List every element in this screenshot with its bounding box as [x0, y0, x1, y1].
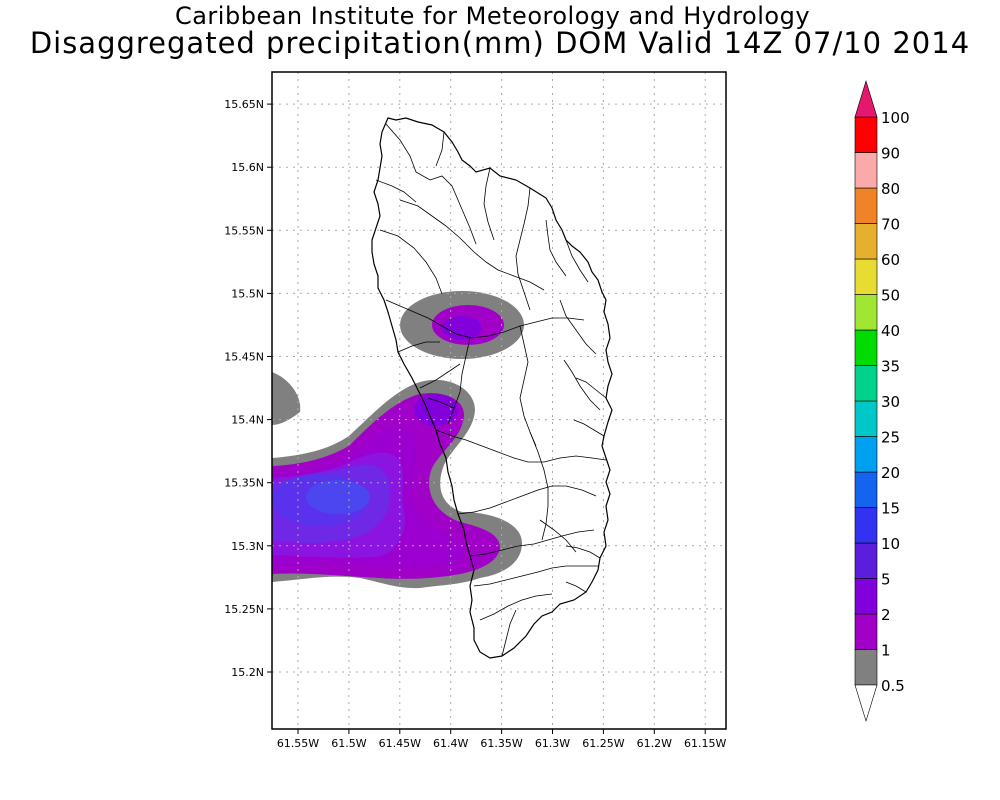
- lon-tick-label: 61.3W: [535, 737, 570, 750]
- precip-contour-2: [414, 394, 458, 426]
- lat-tick-label: 15.2N: [231, 666, 264, 679]
- lat-tick-label: 15.3N: [231, 540, 264, 553]
- colorbar-segment: [854, 542, 878, 579]
- colorbar-bottom-arrow: [854, 684, 878, 723]
- lon-tick-label: 61.25W: [582, 737, 624, 750]
- colorbar-segment: [854, 436, 878, 473]
- colorbar-label: 80: [881, 180, 900, 198]
- precip-contour-10: [306, 480, 370, 514]
- colorbar-segment: [854, 649, 878, 686]
- colorbar-segment: [854, 507, 878, 544]
- lat-tick-label: 15.5N: [231, 287, 264, 300]
- colorbar-segment: [854, 400, 878, 437]
- lon-tick-label: 61.4W: [433, 737, 468, 750]
- lat-axis: 15.2N 15.25N 15.3N 15.35N 15.4N 15.45N 15.5N 15…: [224, 98, 272, 679]
- parish-boundaries: [375, 123, 607, 657]
- colorbar-segment: [854, 578, 878, 615]
- colorbar-label: 1: [881, 642, 891, 660]
- colorbar-label: 50: [881, 287, 900, 305]
- lat-tick-label: 15.55N: [224, 224, 264, 237]
- colorbar-segment: [854, 329, 878, 366]
- chart-subtitle: Disaggregated precipitation(mm) DOM Vali…: [29, 26, 971, 60]
- colorbar-label: 40: [881, 322, 900, 340]
- lon-tick-label: 61.45W: [379, 737, 421, 750]
- lat-tick-label: 15.35N: [224, 477, 264, 490]
- lat-tick-label: 15.4N: [231, 414, 264, 427]
- lat-tick-label: 15.45N: [224, 351, 264, 364]
- colorbar-label: 90: [881, 145, 900, 163]
- colorbar-label: 10: [881, 535, 900, 553]
- precip-field: [272, 291, 524, 589]
- precip-contour-0.5: [272, 372, 301, 425]
- colorbar-segment: [854, 258, 878, 295]
- colorbar-label: 60: [881, 251, 900, 269]
- lat-tick-label: 15.65N: [224, 98, 264, 111]
- lon-tick-label: 61.5W: [331, 737, 366, 750]
- lon-tick-label: 61.2W: [637, 737, 672, 750]
- colorbar-label: 5: [881, 571, 891, 589]
- precip-contour-2: [442, 316, 482, 340]
- lon-tick-label: 61.55W: [277, 737, 319, 750]
- colorbar-segment: [854, 187, 878, 224]
- map-gridlines: [272, 72, 726, 729]
- lon-tick-label: 61.15W: [684, 737, 726, 750]
- colorbar-label: 25: [881, 429, 900, 447]
- chart-title: Caribbean Institute for Meteorology and …: [174, 2, 811, 30]
- lat-tick-label: 15.6N: [231, 161, 264, 174]
- colorbar-segment: [854, 223, 878, 260]
- colorbar-label: 0.5: [881, 677, 905, 695]
- colorbar-label: 70: [881, 216, 900, 234]
- colorbar-label: 20: [881, 464, 900, 482]
- colorbar-segment: [854, 116, 878, 153]
- colorbar-segment: [854, 365, 878, 402]
- colorbar-label: 35: [881, 358, 900, 376]
- colorbar-label: 100: [881, 109, 910, 127]
- colorbar-top-arrow: [854, 79, 878, 118]
- lat-tick-label: 15.25N: [224, 603, 264, 616]
- colorbar-label: 15: [881, 500, 900, 518]
- map-frame: [271, 71, 727, 730]
- island-dominica: [371, 117, 613, 659]
- colorbar-segment: [854, 294, 878, 331]
- colorbar-segment: [854, 613, 878, 650]
- colorbar-segment: [854, 471, 878, 508]
- colorbar-label: 30: [881, 393, 900, 411]
- lon-tick-label: 61.35W: [480, 737, 522, 750]
- colorbar-segment: [854, 152, 878, 189]
- lon-axis: 61.55W 61.5W 61.45W 61.4W 61.35W 61.3W 61.25W 6…: [277, 729, 727, 750]
- coastline: [371, 117, 613, 659]
- colorbar-label: 2: [881, 606, 891, 624]
